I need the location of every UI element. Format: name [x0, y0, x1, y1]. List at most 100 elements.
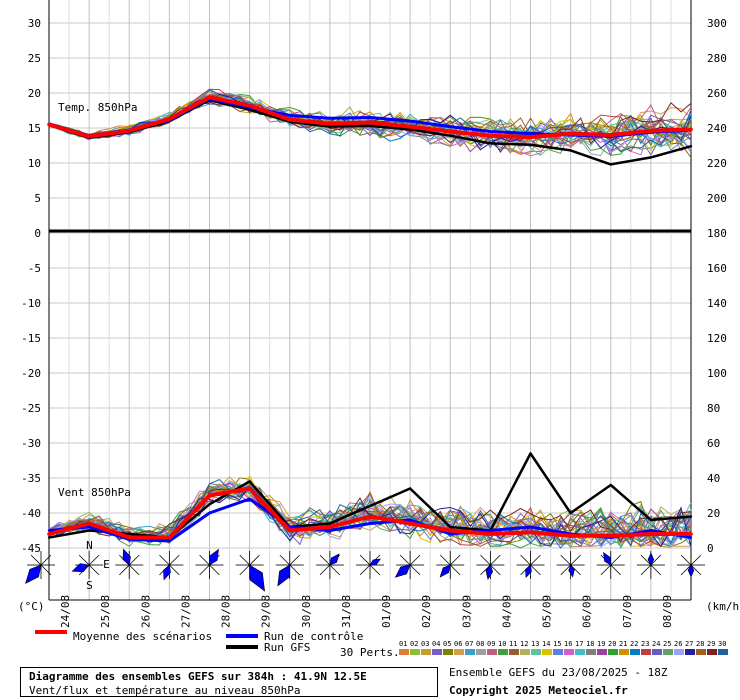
pert-swatch — [575, 649, 585, 655]
pert-swatch — [608, 649, 618, 655]
x-tick-label: 30/08 — [300, 595, 313, 628]
pert-swatch — [619, 649, 629, 655]
y-tick-right: 0 — [707, 542, 714, 555]
y-tick-left: -45 — [21, 542, 41, 555]
pert-number: 12 — [520, 640, 529, 648]
series-point — [448, 129, 453, 134]
footer-copyright: Copyright 2025 Meteociel.fr — [449, 684, 628, 697]
pert-number: 25 — [663, 640, 672, 648]
series-point — [248, 497, 251, 501]
pert-number: 20 — [608, 640, 617, 648]
series-point — [489, 130, 492, 133]
pert-swatch — [432, 649, 442, 655]
series-point — [207, 95, 212, 99]
pert-swatch — [696, 649, 706, 655]
series-point — [488, 133, 493, 138]
y-tick-right: 140 — [707, 297, 727, 310]
wind-rose-row: NES — [25, 539, 705, 592]
perturbation-line — [48, 479, 692, 548]
pert-number: 21 — [619, 640, 628, 648]
y-tick-left: -40 — [21, 507, 41, 520]
series-point — [288, 114, 291, 117]
right-unit-label: (km/h) — [706, 600, 740, 613]
legend-control-label: Run de contrôle — [264, 630, 364, 643]
series-point — [408, 119, 412, 123]
y-tick-left: 0 — [34, 227, 41, 240]
series-point — [689, 515, 693, 518]
x-tick-label: 06/09 — [581, 595, 594, 628]
pert-swatch — [674, 649, 684, 655]
pert-number: 24 — [652, 640, 661, 648]
y-tick-left: -20 — [21, 367, 41, 380]
y-tick-right: 200 — [707, 192, 727, 205]
x-tick-label: 26/08 — [139, 595, 152, 628]
series-point — [328, 522, 332, 525]
compass-s: S — [86, 579, 93, 592]
pert-number: 14 — [542, 640, 551, 648]
wind-rose — [677, 551, 705, 579]
x-tick-label: 24/08 — [59, 595, 72, 628]
series-point — [689, 536, 693, 539]
series-point — [47, 122, 51, 127]
pert-swatch — [685, 649, 695, 655]
series-point — [568, 533, 573, 538]
series-point — [87, 134, 91, 139]
series-point — [47, 536, 51, 539]
series-point — [408, 487, 412, 490]
wind-rose — [394, 551, 425, 579]
series-point — [568, 131, 573, 136]
pert-swatch — [443, 649, 453, 655]
pert-swatch — [410, 649, 420, 655]
series-point — [47, 532, 51, 536]
series-point — [489, 142, 492, 145]
perturbation-line — [48, 484, 692, 542]
pert-number: 02 — [410, 640, 419, 648]
wind-rose — [516, 551, 545, 579]
pert-number: 08 — [476, 640, 485, 648]
pert-number: 18 — [586, 640, 595, 648]
axis-ticks: 302520151050300280260240220200180-5-10-1… — [21, 17, 727, 555]
wind-rose — [476, 551, 505, 580]
pert-swatch — [454, 649, 464, 655]
pert-swatch — [553, 649, 563, 655]
y-tick-right: 280 — [707, 52, 727, 65]
series-point — [689, 145, 693, 148]
pert-number: 01 — [399, 640, 408, 648]
pert-swatch — [597, 649, 607, 655]
y-tick-left: -10 — [21, 297, 41, 310]
pert-number: 22 — [630, 640, 639, 648]
series-point — [448, 528, 453, 533]
y-tick-right: 20 — [707, 507, 720, 520]
pert-number: 06 — [454, 640, 463, 648]
x-tick-label: 01/09 — [380, 595, 393, 628]
y-tick-right: 120 — [707, 332, 727, 345]
x-tick-label: 03/09 — [460, 595, 473, 628]
series-point — [328, 525, 332, 529]
y-tick-right: 80 — [707, 402, 720, 415]
pert-number: 17 — [575, 640, 584, 648]
pert-swatch — [641, 649, 651, 655]
left-unit-label: (°C) — [18, 600, 45, 613]
pert-number: 10 — [498, 640, 507, 648]
pert-number: 26 — [674, 640, 683, 648]
pert-swatch — [652, 649, 662, 655]
series-point — [128, 532, 131, 536]
x-tick-label: 08/09 — [661, 595, 674, 628]
pert-swatch — [531, 649, 541, 655]
compass-n: N — [86, 539, 93, 552]
series-point — [649, 129, 653, 133]
series-point — [609, 483, 612, 487]
pert-number: 15 — [553, 640, 562, 648]
series-point — [689, 532, 693, 536]
y-tick-right: 300 — [707, 17, 727, 30]
series-point — [569, 511, 572, 515]
series-point — [247, 103, 252, 108]
pert-number: 03 — [421, 640, 430, 648]
y-tick-right: 260 — [707, 87, 727, 100]
legend-gfs-label: Run GFS — [264, 641, 311, 654]
series-point — [247, 486, 252, 491]
pert-swatch — [498, 649, 508, 655]
series-point — [87, 521, 91, 526]
legend-mean-swatch — [35, 630, 67, 634]
